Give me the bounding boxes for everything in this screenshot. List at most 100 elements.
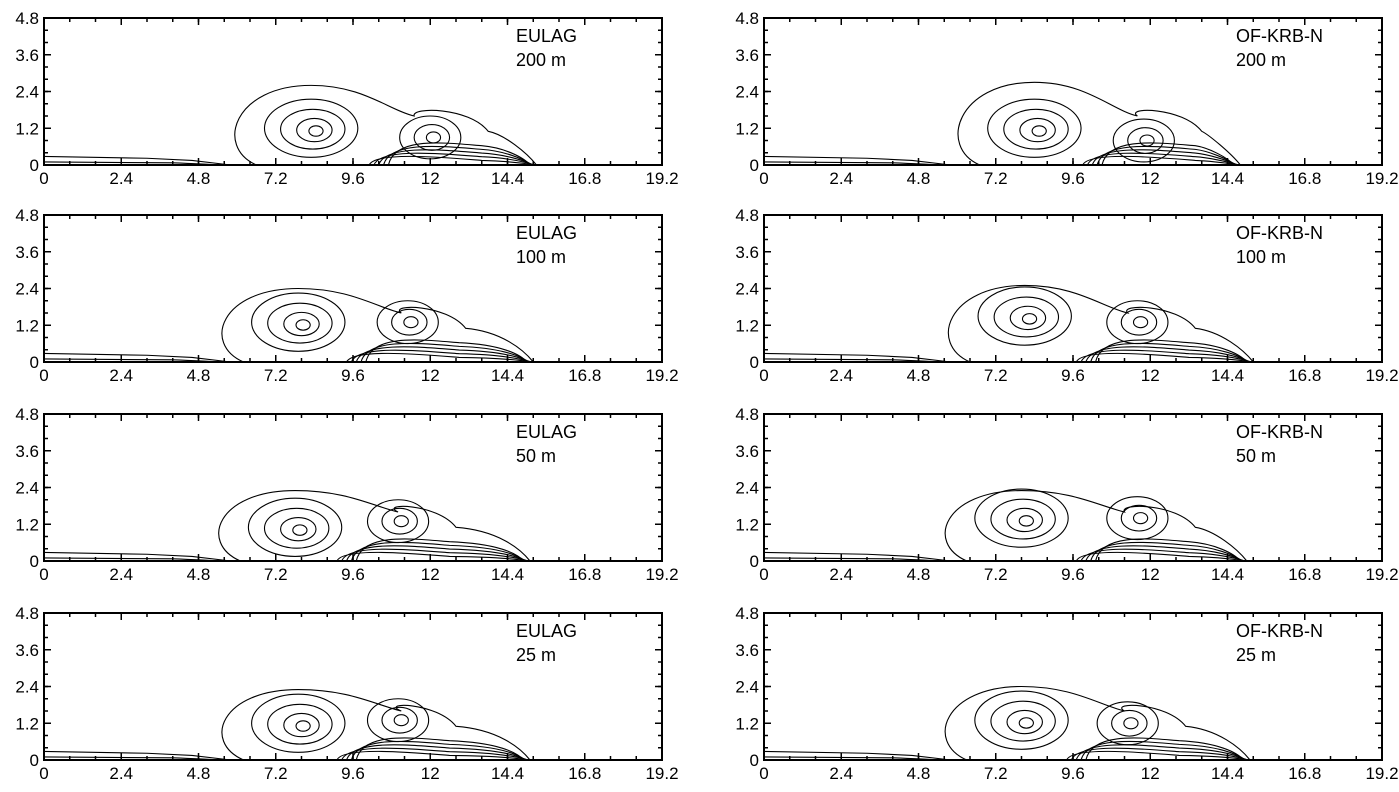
contour-head-vortex <box>263 98 359 158</box>
x-tick-label: 0 <box>759 169 768 188</box>
x-tick-label: 0 <box>759 366 768 385</box>
x-tick-label: 2.4 <box>109 366 133 385</box>
panel-eulag-100m: 0 2.4 4.8 7.2 9.6 12 14.4 16.8 19.2 0 1.2 2.4 3.6 4.8… <box>15 206 678 385</box>
y-tick-label: 4.8 <box>15 405 39 424</box>
y-tick-label: 1.2 <box>15 119 39 138</box>
x-tick-label: 7.2 <box>984 366 1008 385</box>
contour-billow <box>1111 709 1148 737</box>
x-tick-label: 14.4 <box>1211 366 1244 385</box>
x-tick-label: 16.8 <box>1288 366 1321 385</box>
contour-head-vortex <box>296 117 333 143</box>
y-tick-label: 1.2 <box>735 119 759 138</box>
contour-envelope <box>957 81 1241 166</box>
y-tick-label: 4.8 <box>735 9 759 28</box>
contour-head-vortex <box>308 125 324 137</box>
contour-billow <box>425 131 442 144</box>
y-tick-label: 0 <box>750 156 759 175</box>
y-tick-label: 2.4 <box>735 280 759 299</box>
contour-head-vortex <box>251 693 346 753</box>
x-tick-label: 19.2 <box>1365 366 1398 385</box>
contour-head-vortex <box>1018 717 1034 729</box>
panel-eulag-50m: 0 2.4 4.8 7.2 9.6 12 14.4 16.8 19.2 0 1.2 2.4 3.6 4.8… <box>15 405 678 584</box>
contour-lines <box>43 490 531 562</box>
y-tick-label: 1.2 <box>15 515 39 534</box>
x-tick-label: 9.6 <box>341 169 365 188</box>
y-tick-label: 4.8 <box>15 206 39 225</box>
x-tick-label: 19.2 <box>1365 764 1398 783</box>
panel-model-label: OF-KRB-N <box>1236 621 1323 641</box>
contour-envelope <box>947 284 1254 363</box>
panel-of-krb-n-50m: 0 2.4 4.8 7.2 9.6 12 14.4 16.8 19.2 0 1.2 2.4 3.6 4.8… <box>735 405 1398 584</box>
contour-head-vortex <box>1019 117 1056 143</box>
contour-head-vortex <box>292 524 308 536</box>
x-tick-label: 14.4 <box>1211 764 1244 783</box>
panel-model-label: OF-KRB-N <box>1236 422 1323 442</box>
x-tick-label: 4.8 <box>187 366 211 385</box>
y-tick-label: 3.6 <box>15 442 39 461</box>
contour-front-layer <box>387 142 531 166</box>
x-tick-label: 7.2 <box>264 366 288 385</box>
contour-head-vortex <box>263 507 330 549</box>
x-tick-label: 0 <box>39 366 48 385</box>
y-tick-label: 2.4 <box>735 678 759 697</box>
y-tick-label: 1.2 <box>735 714 759 733</box>
contour-lines <box>43 84 537 166</box>
contour-envelope <box>218 490 531 562</box>
panel-resolution-label: 25 m <box>516 645 556 665</box>
panel-model-label: EULAG <box>516 223 577 243</box>
x-tick-label: 9.6 <box>1061 764 1085 783</box>
contour-billow <box>403 316 419 329</box>
y-tick-label: 1.2 <box>735 316 759 335</box>
y-tick-label: 2.4 <box>15 280 39 299</box>
contour-lines <box>43 287 534 363</box>
panel-eulag-25m: 0 2.4 4.8 7.2 9.6 12 14.4 16.8 19.2 0 1.2 2.4 3.6 4.8… <box>15 604 678 783</box>
y-tick-label: 1.2 <box>15 714 39 733</box>
x-tick-label: 2.4 <box>829 366 853 385</box>
x-tick-label: 16.8 <box>568 764 601 783</box>
contour-head-vortex <box>251 292 346 352</box>
x-tick-label: 12 <box>421 764 440 783</box>
contour-front-layer <box>355 538 525 562</box>
contour-head-vortex <box>267 302 333 344</box>
y-tick-label: 3.6 <box>735 46 759 65</box>
x-tick-label: 9.6 <box>341 366 365 385</box>
x-tick-label: 2.4 <box>829 565 853 584</box>
contour-lines <box>43 689 531 761</box>
contour-front-layer <box>346 352 534 363</box>
contour-front-layer <box>365 339 528 363</box>
contour-head-vortex <box>1006 709 1043 735</box>
contour-envelope <box>221 689 531 761</box>
x-tick-label: 9.6 <box>341 764 365 783</box>
x-tick-label: 19.2 <box>645 565 678 584</box>
y-tick-label: 3.6 <box>15 641 39 660</box>
panel-resolution-label: 50 m <box>516 446 556 466</box>
x-tick-label: 2.4 <box>829 764 853 783</box>
x-tick-label: 19.2 <box>1365 169 1398 188</box>
x-tick-label: 0 <box>759 764 768 783</box>
x-tick-label: 4.8 <box>187 169 211 188</box>
x-tick-label: 12 <box>1141 764 1160 783</box>
contour-head-vortex <box>974 488 1069 548</box>
x-tick-label: 12 <box>421 169 440 188</box>
contour-head-vortex <box>280 516 317 542</box>
y-tick-label: 0 <box>30 353 39 372</box>
x-tick-label: 7.2 <box>264 169 288 188</box>
x-tick-label: 12 <box>421 565 440 584</box>
y-tick-label: 0 <box>30 751 39 770</box>
contour-head-vortex <box>247 497 343 557</box>
panel-resolution-label: 100 m <box>1236 247 1286 267</box>
contour-head-vortex <box>280 108 346 150</box>
contour-front-layer <box>1075 352 1254 363</box>
contour-head-vortex <box>974 690 1069 750</box>
contour-billow <box>1106 496 1169 541</box>
panel-of-krb-n-100m: 0 2.4 4.8 7.2 9.6 12 14.4 16.8 19.2 0 1.2 2.4 3.6 4.8… <box>735 206 1398 385</box>
contour-head-vortex <box>1018 515 1034 527</box>
contour-front-layer <box>1101 142 1235 166</box>
x-tick-label: 12 <box>1141 565 1160 584</box>
x-tick-label: 19.2 <box>645 169 678 188</box>
panel-resolution-label: 50 m <box>1236 446 1276 466</box>
contour-billow <box>391 308 428 336</box>
x-tick-label: 4.8 <box>907 169 931 188</box>
contour-head-vortex <box>1031 125 1047 137</box>
contour-head-vortex <box>990 700 1056 742</box>
